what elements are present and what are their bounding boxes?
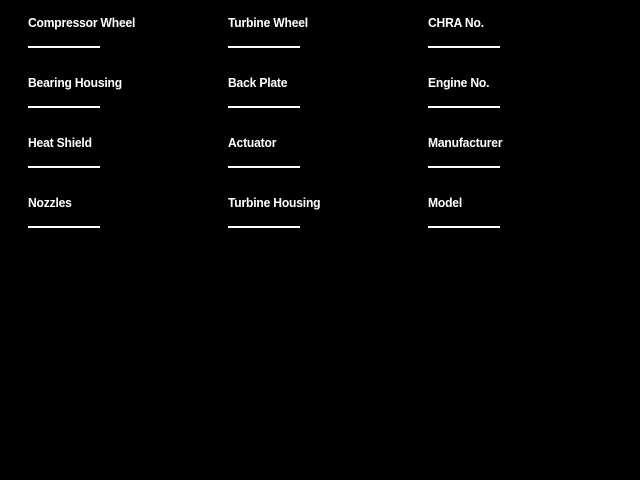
field-label: Manufacturer [428,135,503,150]
field-label: Heat Shield [28,135,92,150]
field-underline[interactable] [428,106,500,108]
field-nozzles[interactable]: Nozzles [28,196,228,256]
field-model[interactable]: Model [428,196,628,256]
field-underline[interactable] [28,106,100,108]
field-chra-no[interactable]: CHRA No. [428,16,628,76]
field-label: Engine No. [428,75,490,90]
field-underline[interactable] [228,46,300,48]
field-back-plate[interactable]: Back Plate [228,76,428,136]
field-label: Bearing Housing [28,75,122,90]
field-label: Compressor Wheel [28,15,136,30]
field-label: Back Plate [228,75,288,90]
field-label: Turbine Wheel [228,15,308,30]
field-label: Model [428,195,463,210]
field-underline[interactable] [28,226,100,228]
field-engine-no[interactable]: Engine No. [428,76,628,136]
field-underline[interactable] [28,166,100,168]
field-underline[interactable] [228,106,300,108]
field-label: Actuator [228,135,277,150]
field-bearing-housing[interactable]: Bearing Housing [28,76,228,136]
field-underline[interactable] [228,166,300,168]
field-underline[interactable] [28,46,100,48]
field-label: CHRA No. [428,15,484,30]
field-turbine-wheel[interactable]: Turbine Wheel [228,16,428,76]
field-underline[interactable] [428,226,500,228]
field-underline[interactable] [228,226,300,228]
field-compressor-wheel[interactable]: Compressor Wheel [28,16,228,76]
field-actuator[interactable]: Actuator [228,136,428,196]
field-grid: Compressor Wheel Turbine Wheel CHRA No. … [28,16,612,256]
field-underline[interactable] [428,166,500,168]
field-underline[interactable] [428,46,500,48]
field-label: Nozzles [28,195,72,210]
field-label: Turbine Housing [228,195,321,210]
field-heat-shield[interactable]: Heat Shield [28,136,228,196]
field-turbine-housing[interactable]: Turbine Housing [228,196,428,256]
field-manufacturer[interactable]: Manufacturer [428,136,628,196]
